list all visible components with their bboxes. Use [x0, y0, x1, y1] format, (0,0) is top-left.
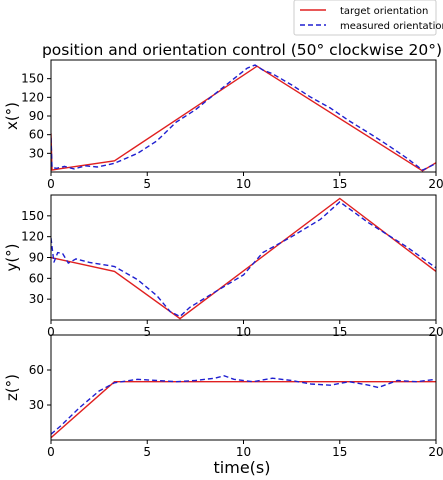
x-tick-label-x-5: 5	[143, 177, 151, 191]
measured-line-x	[51, 64, 436, 171]
x-tick-label-z-20: 20	[428, 445, 443, 459]
y-tick-label-y-60: 60	[29, 271, 44, 285]
y-axis-label-x: x(°)	[3, 102, 21, 130]
x-tick-label-x-15: 15	[332, 177, 347, 191]
x-tick-label-y-15: 15	[332, 325, 347, 339]
y-tick-label-z-30: 30	[29, 398, 44, 412]
y-tick-label-y-90: 90	[29, 251, 44, 265]
y-tick-label-y-120: 120	[21, 230, 44, 244]
measured-line-z	[51, 375, 436, 435]
x-tick-label-y-0: 0	[47, 325, 55, 339]
legend-label-target: target orientation	[340, 6, 428, 17]
y-axis-label-z: z(°)	[3, 374, 21, 401]
x-tick-label-x-0: 0	[47, 177, 55, 191]
x-tick-label-x-20: 20	[428, 177, 443, 191]
x-tick-label-x-10: 10	[236, 177, 251, 191]
y-tick-label-x-30: 30	[29, 146, 44, 160]
plot-frame-x	[50, 59, 437, 173]
x-tick-label-z-5: 5	[143, 445, 151, 459]
legend-frame	[293, 0, 437, 36]
y-tick-label-x-60: 60	[29, 128, 44, 142]
legend: target orientation measured orientation	[293, 0, 443, 36]
target-line-y	[51, 197, 436, 320]
x-tick-label-y-10: 10	[236, 325, 251, 339]
x-tick-label-z-15: 15	[332, 445, 347, 459]
x-axis-label: time(s)	[214, 458, 271, 477]
y-tick-label-x-120: 120	[21, 90, 44, 104]
x-tick-label-z-0: 0	[47, 445, 55, 459]
plot-frame-y	[50, 194, 437, 321]
subplot-z: 0 5 10 15 20 30 60 z(°)	[3, 334, 443, 459]
chart-title: position and orientation control (50° cl…	[42, 41, 442, 59]
target-line-z	[51, 381, 436, 439]
y-axis-label-y: y(°)	[3, 243, 21, 271]
y-tick-label-y-30: 30	[29, 292, 44, 306]
x-tick-label-y-5: 5	[143, 325, 151, 339]
measured-line-y	[51, 201, 436, 318]
x-tick-label-z-10: 10	[236, 445, 251, 459]
y-tick-label-y-150: 150	[21, 209, 44, 223]
y-tick-label-x-90: 90	[29, 109, 44, 123]
y-tick-label-x-150: 150	[21, 72, 44, 86]
legend-label-measured: measured orientation	[340, 21, 443, 32]
subplot-x: 0 5 10 15 20 30 60 90 120 150 x(°)	[3, 59, 443, 191]
y-tick-label-z-60: 60	[29, 363, 44, 377]
target-line-x	[51, 65, 436, 172]
